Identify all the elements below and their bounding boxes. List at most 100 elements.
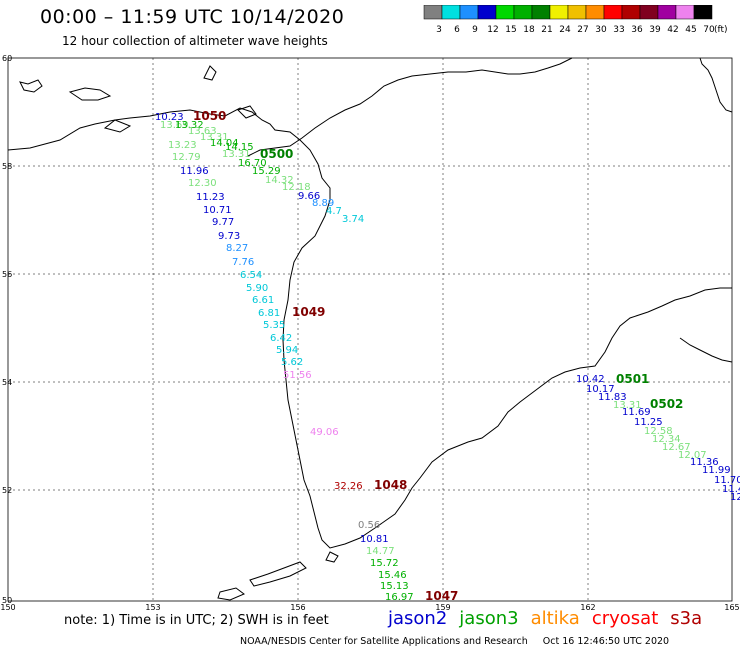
wave-height-label: 15.72	[370, 558, 399, 569]
legend-tick-label: 33	[613, 25, 624, 35]
wave-height-label: 12.79	[172, 152, 201, 163]
lat-lon-grid: 150 153 156 159 162 165 60 58 56 54 52 50	[0, 54, 739, 612]
latitude-tick-label: 50	[2, 596, 12, 605]
mission-label-altika: altika	[530, 608, 580, 629]
wave-height-label: 9.73	[218, 231, 240, 242]
mission-label-jason2: jason2	[388, 608, 448, 629]
wave-height-label: 15.46	[378, 570, 407, 581]
wave-height-label: 4.7	[326, 206, 342, 217]
pass-time-label: 0502	[650, 397, 683, 411]
wave-height-label: 11.23	[196, 192, 225, 203]
latitude-tick-label: 54	[2, 378, 12, 387]
wave-height-label: 14.15	[225, 142, 254, 153]
wave-height-label: 6.81	[258, 308, 280, 319]
wave-height-label: 8.27	[226, 243, 248, 254]
legend-tick-label: 21	[541, 25, 552, 35]
pass-time-label: 1049	[292, 305, 325, 319]
legend-tick-label: 39	[649, 25, 661, 35]
wave-height-label: 13.31	[613, 400, 642, 411]
longitude-tick-label: 150	[0, 603, 15, 612]
mission-label-jason3: jason3	[459, 608, 519, 629]
mission-label-cryosat: cryosat	[591, 608, 659, 629]
wave-height-label: 51.56	[283, 370, 312, 381]
map-subtitle: 12 hour collection of altimeter wave hei…	[62, 34, 328, 48]
wave-height-label: 11.70	[714, 475, 740, 486]
legend-tick-label: 12	[487, 25, 498, 35]
legend-tick-label: 42	[667, 25, 678, 35]
wave-height-label: 16.70	[238, 158, 267, 169]
pass-time-label: 1050	[193, 109, 226, 123]
wave-height-label: 14.32	[265, 175, 294, 186]
legend-tick-label: 15	[505, 25, 516, 35]
wave-height-label: 10.23	[155, 112, 184, 123]
wave-height-label: 13.23	[168, 140, 197, 151]
wave-height-label: 11.69	[622, 407, 651, 418]
wave-height-label: 5.90	[246, 283, 268, 294]
legend-tick-label: 45	[685, 25, 696, 35]
wave-height-label: 12.34	[652, 434, 681, 445]
longitude-tick-label: 156	[290, 603, 305, 612]
wave-height-label: 11.25	[634, 417, 663, 428]
wave-height-label: 13.31	[200, 132, 229, 143]
legend-tick-label: 18	[523, 25, 535, 35]
wave-height-label: 11.99	[702, 465, 731, 476]
track-nw-pass: 10.23 105013.6913.3213.6313.3114.0414.151…	[155, 109, 407, 492]
wave-height-label: 16.97	[385, 592, 414, 603]
wave-height-label: 8.89	[312, 198, 334, 209]
footnote: note: 1) Time is in UTC; 2) SWH is in fe…	[64, 613, 329, 628]
wave-height-label: 3.74	[342, 214, 364, 225]
legend-unit: (ft)	[714, 25, 728, 35]
wave-height-label: 14.04	[210, 138, 239, 149]
longitude-tick-label: 162	[580, 603, 595, 612]
wave-height-label: 15.13	[380, 581, 409, 592]
wave-height-label: 32.26	[334, 481, 363, 492]
wave-height-label: 11.4	[722, 484, 740, 495]
wave-height-label: 13.32	[175, 120, 204, 131]
wave-height-label: 12.07	[678, 450, 707, 461]
wave-height-label: 6.54	[240, 270, 262, 281]
legend-tick-label: 24	[559, 25, 571, 35]
longitude-tick-label: 153	[145, 603, 160, 612]
wave-height-label: 13.31	[222, 149, 251, 160]
wave-height-label: 9.66	[298, 191, 320, 202]
wave-height-label: 10.42	[576, 374, 605, 385]
latitude-tick-label: 60	[2, 54, 12, 63]
kuril-islands	[217, 551, 339, 601]
wave-height-label: 12.30	[188, 178, 217, 189]
pass-time-label: 0501	[616, 372, 649, 386]
wave-height-label: 5.35	[263, 320, 285, 331]
credit-line: NOAA/NESDIS Center for Satellite Applica…	[240, 636, 670, 647]
wave-height-label: 7.76	[232, 257, 254, 268]
legend-tick-label: 27	[577, 25, 588, 35]
wave-height-label: 0.56	[358, 520, 380, 531]
wave-height-label: 9.77	[212, 217, 234, 228]
wave-height-label: 12.18	[282, 182, 311, 193]
wave-height-label: 13.69	[160, 120, 189, 131]
pass-time-label: 1047	[425, 589, 458, 603]
color-scale-legend: 3 6 9 12 15 18 21 24 27 30 33 36 39 42 45 70 (ft)	[423, 5, 728, 35]
pass-time-label: 0500	[260, 147, 293, 161]
legend-tick-label: 30	[595, 25, 607, 35]
wave-height-label: 15.29	[252, 166, 281, 177]
wave-height-label: 5.62	[281, 357, 303, 368]
legend-tick-label: 36	[631, 25, 643, 35]
latitude-tick-label: 52	[2, 486, 12, 495]
wave-height-label: 11.36	[690, 457, 719, 468]
legend-tick-label: 70	[703, 25, 715, 35]
altimeter-tracks: 10.23 105013.6913.3213.6313.3114.0414.151…	[155, 109, 740, 603]
wave-height-label: 10.17	[586, 384, 615, 395]
wave-height-label: 12.67	[662, 442, 691, 453]
wave-height-label: 12.58	[644, 426, 673, 437]
legend-tick-label: 9	[472, 25, 478, 35]
mission-legend: jason2 jason3 altika cryosat s3a	[388, 608, 714, 629]
wave-height-label: 12	[730, 492, 740, 503]
latitude-tick-label: 56	[2, 270, 12, 279]
wave-height-label: 5.94	[276, 345, 298, 356]
legend-tick-label: 3	[436, 25, 442, 35]
wave-height-label: 10.71	[203, 205, 232, 216]
wave-height-label: 11.83	[598, 392, 627, 403]
legend-tick-label: 6	[454, 25, 460, 35]
